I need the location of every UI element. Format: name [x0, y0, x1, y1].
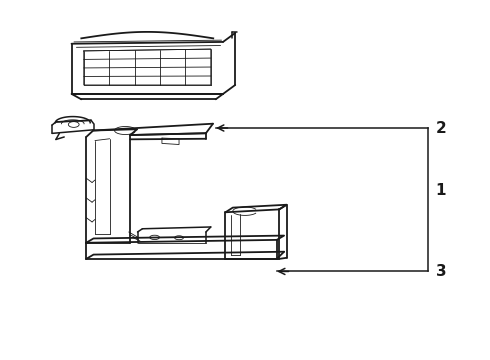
Text: 3: 3 — [436, 264, 446, 279]
Text: 2: 2 — [436, 121, 446, 135]
Text: 1: 1 — [436, 183, 446, 198]
